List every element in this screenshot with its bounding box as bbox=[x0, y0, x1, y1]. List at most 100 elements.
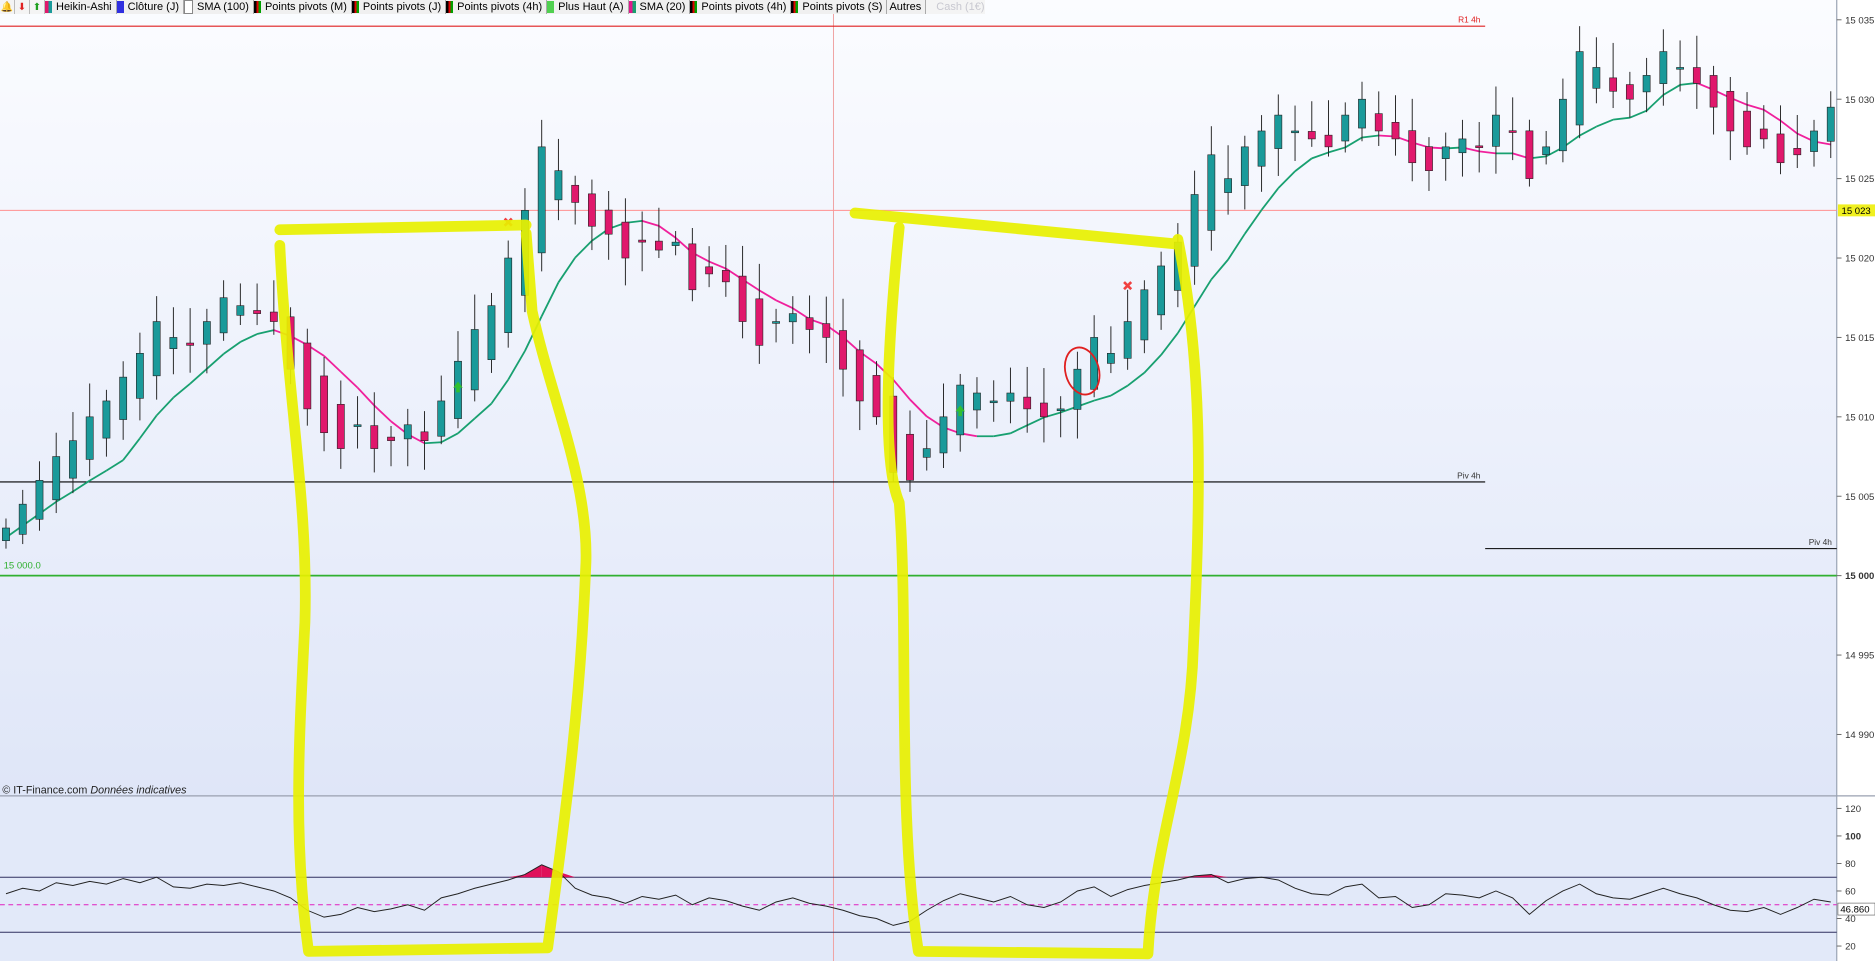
highlight-box-right bbox=[849, 207, 1204, 960]
sma-segment bbox=[440, 432, 459, 444]
sma-segment bbox=[1277, 170, 1296, 189]
candle-body bbox=[102, 400, 111, 439]
indicator-toggle[interactable]: Heikin-Ashi bbox=[45, 0, 117, 14]
indicator-toggle[interactable]: Points pivots (4h) bbox=[446, 0, 548, 14]
indicator-toggle[interactable]: Clôture (J) bbox=[116, 0, 184, 14]
candle-body bbox=[253, 310, 261, 314]
candle-body bbox=[169, 337, 178, 349]
candle-body bbox=[1592, 67, 1601, 89]
copyright-text: © IT-Finance.com Données indicatives bbox=[2, 784, 187, 796]
candle-body bbox=[554, 170, 563, 201]
indicator-toggle[interactable]: Points pivots (J) bbox=[351, 0, 447, 14]
candle-body bbox=[1023, 396, 1032, 410]
candle-body bbox=[1056, 408, 1065, 411]
candle-body bbox=[1826, 106, 1835, 142]
buy-arrow-icon bbox=[955, 405, 966, 417]
color-swatch bbox=[253, 1, 261, 13]
bell-icon[interactable]: 🔔 bbox=[0, 0, 15, 14]
indicator-toggle[interactable]: Points pivots (M) bbox=[253, 0, 352, 14]
axis-background bbox=[1836, 0, 1875, 961]
sma-segment bbox=[139, 414, 158, 439]
y-tick-label: 15 020 bbox=[1845, 254, 1874, 265]
sma-segment bbox=[1010, 424, 1028, 435]
sma-segment bbox=[1361, 134, 1379, 139]
indicator-label: Plus Haut (A) bbox=[558, 1, 624, 13]
sma-segment bbox=[892, 379, 911, 401]
candle-body bbox=[403, 424, 412, 440]
candle-body bbox=[1140, 289, 1149, 341]
level-label: R1 4h bbox=[1458, 15, 1481, 25]
candle-body bbox=[1609, 77, 1618, 92]
sma-segment bbox=[1260, 187, 1280, 211]
candle-body bbox=[1709, 75, 1718, 108]
sma-segment bbox=[993, 432, 1011, 438]
sma-segment bbox=[1344, 136, 1363, 149]
candle-body bbox=[52, 456, 61, 501]
sma-segment bbox=[256, 329, 275, 335]
indicator-toggle[interactable]: SMA (100) bbox=[183, 0, 254, 14]
sma-segment bbox=[658, 225, 677, 239]
rsi-last-label: 46.860 bbox=[1840, 905, 1869, 916]
sma-segment bbox=[1210, 259, 1229, 281]
candle-body bbox=[1625, 84, 1634, 100]
hand-drawn-annotations bbox=[274, 207, 1204, 960]
buy-arrow-icon bbox=[453, 381, 463, 393]
indicator-toggle[interactable]: Points pivots (4h) bbox=[690, 0, 792, 14]
color-swatch bbox=[183, 0, 193, 14]
candle-body bbox=[922, 448, 931, 458]
y-tick-label: 15 000 bbox=[1845, 571, 1874, 582]
sma-segment bbox=[1613, 116, 1630, 121]
candle-body bbox=[18, 503, 27, 535]
candle-body bbox=[1006, 392, 1015, 402]
indicator-toggle[interactable]: Points pivots (S) bbox=[791, 0, 888, 14]
arrow-down-icon[interactable]: ⬇ bbox=[15, 0, 30, 14]
sma-segment bbox=[490, 379, 509, 405]
rsi-tick-label: 80 bbox=[1845, 859, 1856, 870]
candle-body bbox=[1659, 51, 1668, 84]
candle-body bbox=[35, 480, 44, 520]
sma-segment bbox=[909, 398, 928, 418]
cash-label: Cash (1€) bbox=[936, 1, 985, 13]
sma-segment bbox=[1763, 108, 1782, 122]
indicator-label: SMA (100) bbox=[196, 1, 249, 13]
candle-body bbox=[1107, 353, 1115, 364]
level-label: Piv 4h bbox=[1809, 537, 1833, 547]
candle-body bbox=[772, 321, 780, 324]
candle-body bbox=[939, 416, 948, 454]
candle-body bbox=[654, 240, 663, 251]
candle-body bbox=[906, 433, 914, 481]
candle-body bbox=[822, 323, 831, 338]
indicator-label: Points pivots (4h) bbox=[701, 1, 787, 13]
sma-segment bbox=[641, 220, 660, 227]
candle-body bbox=[437, 400, 446, 437]
y-tick-label: 14 990 bbox=[1845, 730, 1874, 741]
sma-segment bbox=[1328, 146, 1346, 154]
candle-body bbox=[1793, 148, 1802, 156]
candle-body bbox=[604, 209, 613, 235]
sma-segment bbox=[340, 371, 359, 389]
indicator-toggle[interactable]: Autres bbox=[887, 0, 927, 14]
candle-body bbox=[588, 193, 596, 227]
arrow-up-icon[interactable]: ⬆ bbox=[30, 0, 45, 14]
sma-segment bbox=[1026, 416, 1045, 427]
sma-segment bbox=[792, 307, 811, 320]
color-swatch bbox=[791, 1, 799, 13]
indicator-toggle[interactable]: SMA (20) bbox=[628, 0, 691, 14]
candle-body bbox=[1274, 114, 1283, 149]
indicator-label: Clôture (J) bbox=[127, 1, 179, 13]
candle-body bbox=[219, 297, 228, 334]
candle-body bbox=[1240, 146, 1249, 186]
candle-body bbox=[1040, 402, 1048, 418]
candle-body bbox=[571, 184, 580, 203]
sma-segment bbox=[758, 289, 777, 302]
last-price-label: 15 023 bbox=[1842, 206, 1871, 217]
sma-segment bbox=[540, 282, 560, 317]
indicator-toggle[interactable]: Plus Haut (A) bbox=[547, 0, 629, 14]
color-swatch bbox=[628, 1, 636, 13]
candle-body bbox=[85, 416, 94, 460]
candle-body bbox=[152, 321, 161, 377]
y-tick-label: 15 025 bbox=[1845, 174, 1874, 185]
candle-body bbox=[487, 305, 496, 361]
candle-body bbox=[721, 270, 730, 283]
